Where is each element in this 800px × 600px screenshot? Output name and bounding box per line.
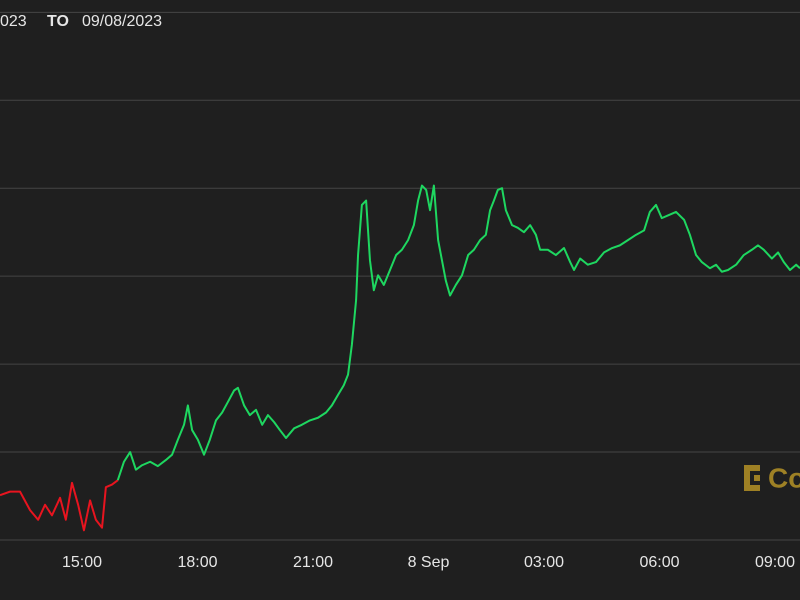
x-tick-label: 06:00 xyxy=(639,554,679,571)
x-tick-label: 09:00 xyxy=(755,554,795,571)
x-tick-label: 18:00 xyxy=(177,554,217,571)
x-tick-label: 15:00 xyxy=(62,554,102,571)
price-line xyxy=(0,479,119,532)
range-to: 09/08/2023 xyxy=(82,13,162,30)
watermark: Co xyxy=(768,462,800,493)
plot xyxy=(0,184,800,532)
x-tick-label: 8 Sep xyxy=(408,554,450,571)
x-tick-label: 03:00 xyxy=(524,554,564,571)
x-tick-label: 21:00 xyxy=(293,554,333,571)
range-from: 023 xyxy=(0,13,27,30)
price-line xyxy=(116,184,800,481)
watermark-logo: Co xyxy=(744,462,800,493)
grid xyxy=(0,11,800,541)
logo-icon xyxy=(744,465,760,491)
range-separator: TO xyxy=(47,13,69,30)
